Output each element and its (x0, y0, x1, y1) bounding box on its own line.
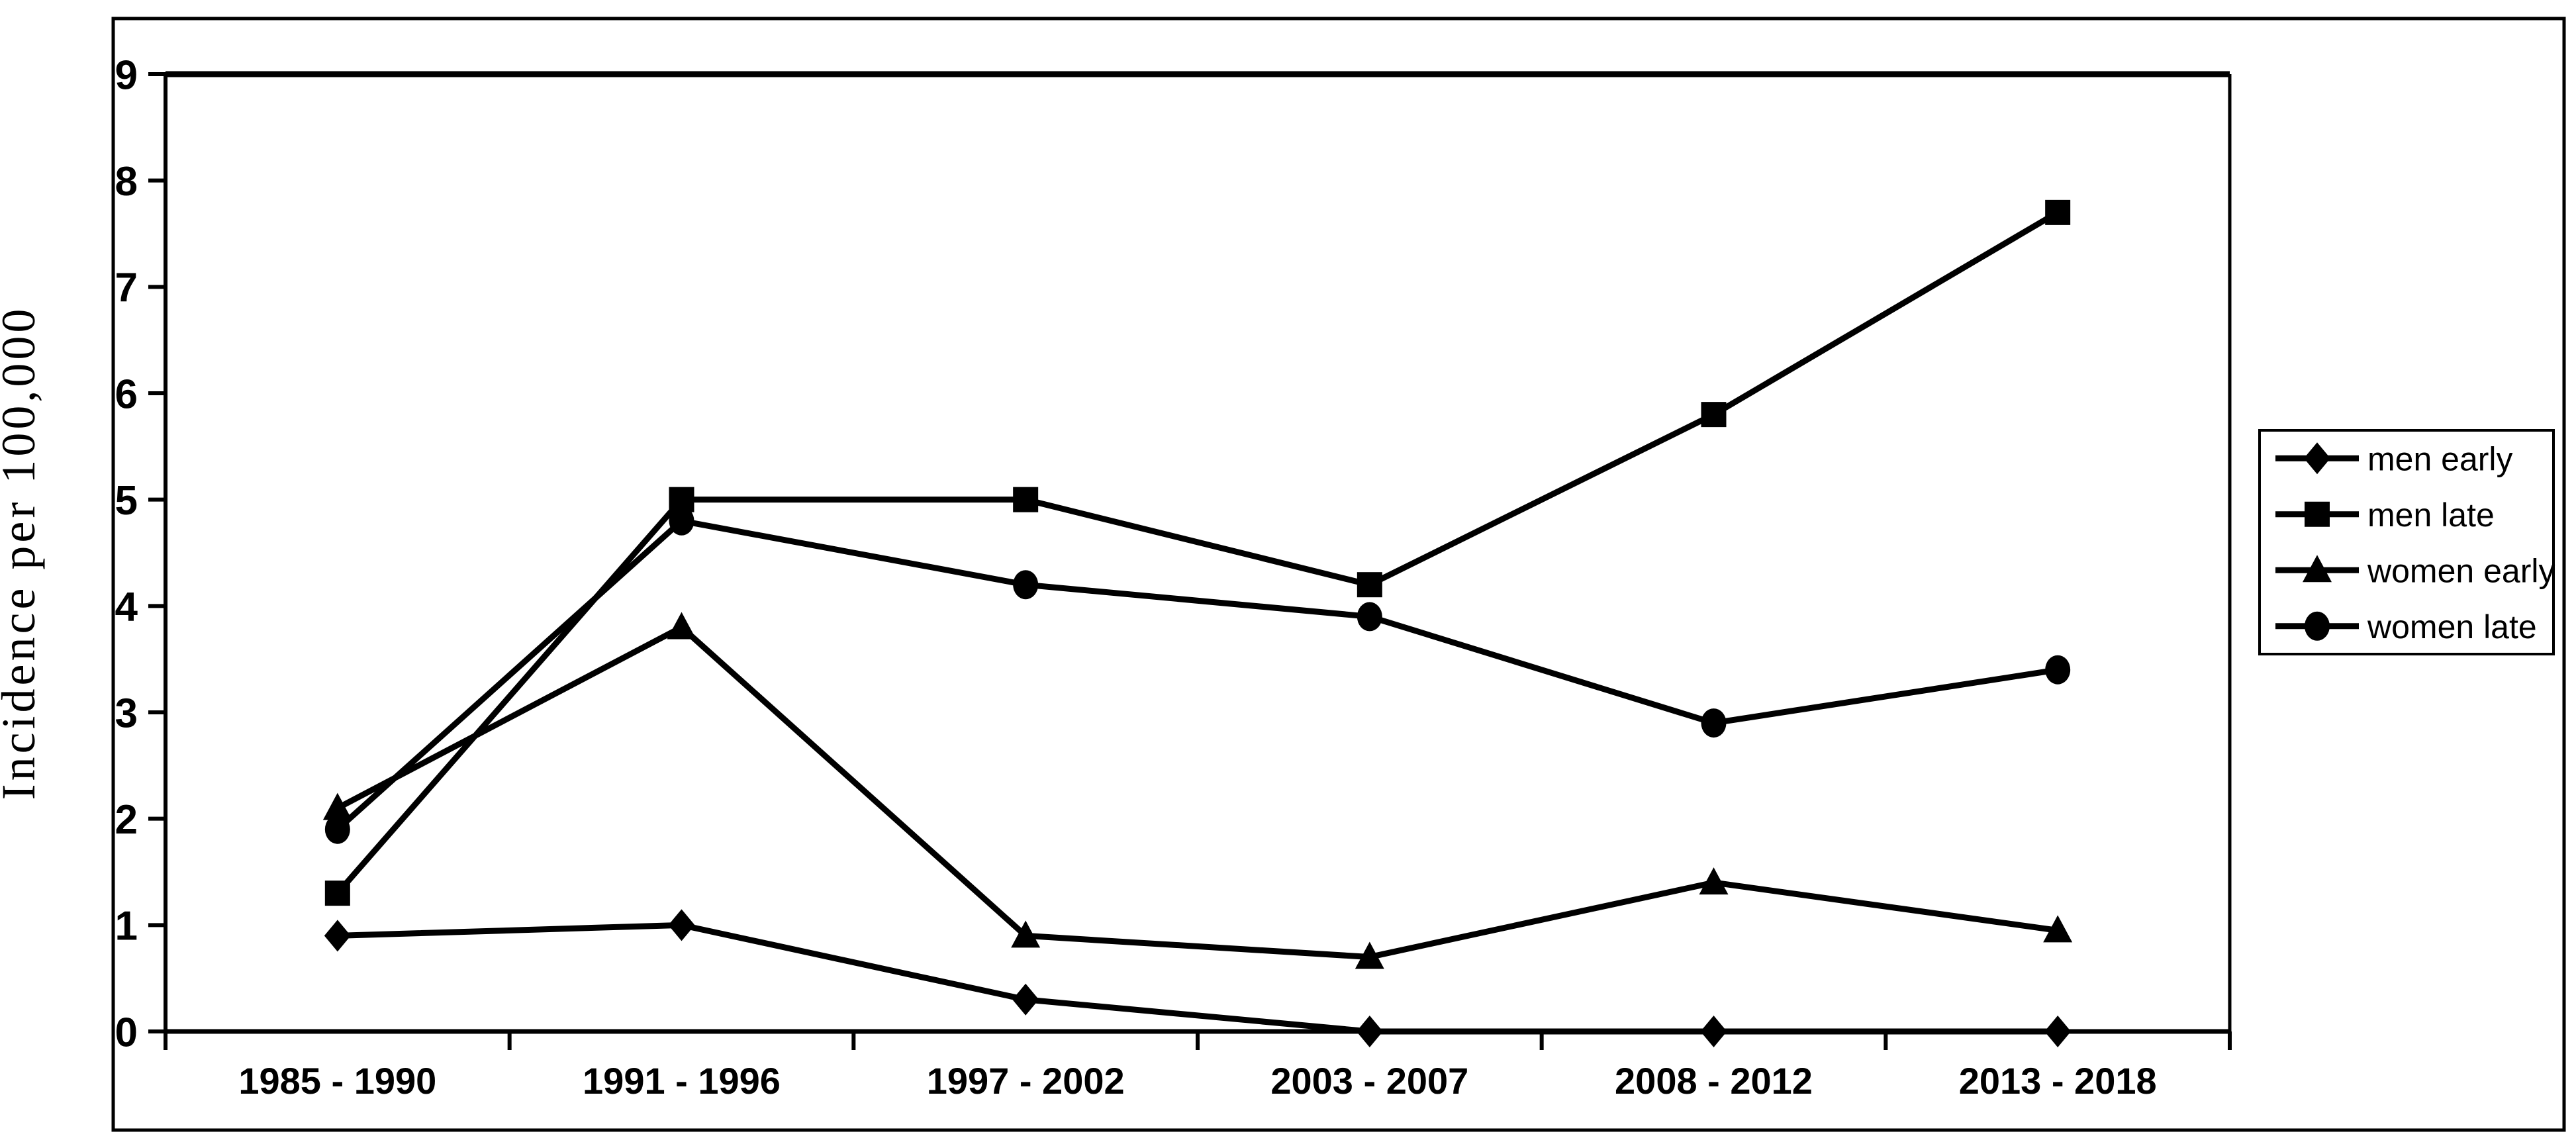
series-men-early-diamond-marker (1012, 983, 1039, 1016)
series-men-early-diamond-marker (668, 909, 695, 941)
legend-diamond-marker (2304, 442, 2330, 475)
y-tick-label: 7 (115, 265, 138, 311)
series-men-late-square-marker (324, 881, 350, 906)
series-women-late-circle-marker (324, 814, 350, 844)
legend-item-label: women late (2367, 608, 2537, 645)
legend-item-men-early: men early (2275, 440, 2513, 477)
legend-square-marker (2305, 501, 2330, 527)
series-men-late-square-marker (2045, 199, 2071, 225)
y-tick-label: 8 (115, 159, 138, 205)
series-line-men-late (335, 209, 2060, 896)
series-women-early-triangle-marker (322, 792, 352, 820)
legend-item-label: women early (2367, 552, 2555, 589)
y-tick-label: 1 (115, 904, 138, 949)
series-women-late-circle-marker (669, 506, 694, 536)
y-tick-label: 3 (115, 691, 138, 736)
x-category-label: 1991 - 1996 (583, 1060, 781, 1102)
series-men-early-diamond-marker (1700, 1016, 1727, 1047)
series-men-late-square-marker (1701, 402, 1727, 428)
legend-triangle-marker (2303, 555, 2332, 583)
y-axis-title: Incidence per 100,000 (0, 306, 45, 800)
legend: men early men late women early women late (2258, 429, 2555, 655)
series-women-early-triangle-marker (1011, 920, 1041, 948)
legend-item-women-late: women late (2275, 608, 2537, 645)
x-category-label: 1997 - 2002 (927, 1060, 1125, 1102)
series-women-early-triangle-marker (1699, 867, 1729, 895)
y-tick-label: 9 (115, 52, 138, 98)
y-tick-label: 0 (115, 1010, 138, 1055)
series-line-women-late (335, 517, 2058, 832)
x-category-label: 2013 - 2018 (1959, 1060, 2157, 1102)
legend-item-women-early: women early (2275, 552, 2555, 589)
y-tick-label: 6 (115, 371, 138, 417)
series-line-men-early (337, 922, 2058, 1035)
series-men-late-square-marker (1357, 572, 1382, 598)
legend-item-men-late: men late (2275, 497, 2495, 534)
series-women-late-circle-marker (1701, 708, 1727, 738)
series-women-early-triangle-marker (1355, 941, 1384, 969)
plot-area: 0 1 2 3 4 5 6 7 8 9 1985 - 1990 1991 - 1996 1997 - 2… (115, 52, 2232, 1102)
y-tick-label: 5 (115, 478, 138, 524)
series-women-early-triangle-marker (2043, 915, 2073, 943)
x-category-label: 1985 - 1990 (238, 1060, 436, 1102)
x-category-label: 2008 - 2012 (1615, 1060, 1813, 1102)
series-men-late-square-marker (1013, 487, 1039, 512)
series-women-late-circle-marker (1357, 602, 1382, 632)
legend-circle-marker (2305, 611, 2330, 641)
y-tick-label: 4 (115, 585, 138, 630)
series-women-late-circle-marker (2045, 655, 2071, 685)
y-tick-label: 2 (115, 797, 138, 843)
series-men-early-diamond-marker (2044, 1016, 2072, 1047)
series-men-early-diamond-marker (1356, 1016, 1383, 1047)
x-category-label: 2003 - 2007 (1270, 1060, 1468, 1102)
series-women-early-triangle-marker (667, 612, 696, 640)
legend-item-label: men late (2367, 497, 2495, 534)
series-women-late-circle-marker (1013, 570, 1039, 600)
legend-item-label: men early (2367, 440, 2513, 477)
series-men-early-diamond-marker (324, 920, 351, 952)
series-line-women-early (336, 624, 2058, 961)
